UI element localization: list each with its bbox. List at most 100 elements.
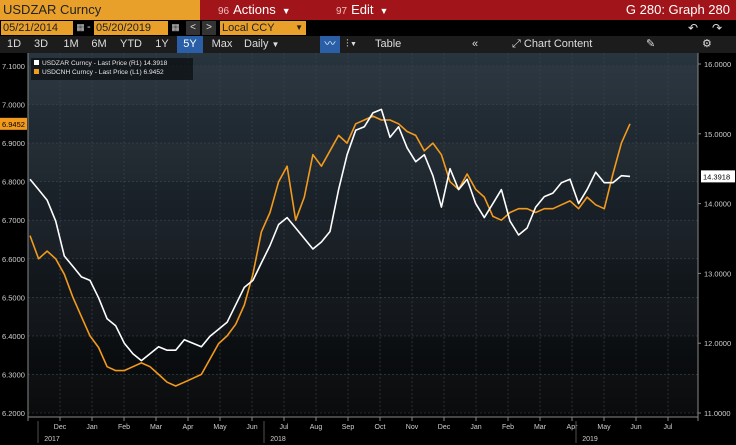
plot-area [28,53,698,417]
currency-select[interactable]: Local CCY ▼ [220,21,306,35]
chart-content-label: Chart Content [523,38,593,50]
x-month-label: Nov [406,424,419,431]
currency-value: Local CCY [222,22,275,34]
series-usdcnh-line [29,115,631,387]
x-year-label: 2017 [44,436,60,443]
next-arrow-icon[interactable]: > [202,21,216,35]
right-axis: 16.0000 15.0000 14.0000 13.0000 12.0000 11.00… [698,60,731,418]
x-month-label: Feb [502,424,514,431]
tab-1d[interactable]: 1D [6,38,22,50]
collapse-icon[interactable]: « [472,38,479,50]
grid-band [28,297,698,336]
date-separator: - [87,21,91,33]
grid-band [28,220,698,259]
left-tick-label: 6.2000 [2,409,25,418]
line-chart-icon[interactable]: 〰 [320,36,340,53]
undo-icon[interactable]: ↶ [688,21,699,35]
tab-1m[interactable]: 1M [63,38,79,50]
tab-1y[interactable]: 1Y [155,38,169,50]
series-lines [29,108,631,387]
left-tick-label: 6.3000 [2,370,25,379]
chevron-down-icon[interactable]: ▼ [350,41,357,48]
x-month-label: Mar [150,424,163,431]
tab-5y[interactable]: 5Y [177,36,203,53]
left-tick-label: 6.4000 [2,332,25,341]
actions-menu[interactable]: 96 Actions ▼ [218,0,291,20]
x-year-label: 2018 [270,436,286,443]
redo-icon[interactable]: ↷ [712,21,723,35]
x-month-label: Jun [246,424,257,431]
right-tick-label: 13.0000 [704,269,731,278]
chart-content-button[interactable]: ⤢ Chart Content [512,36,592,53]
x-month-label: Oct [375,424,386,431]
series-usdzar-line [29,108,631,362]
right-tick-label: 14.0000 [704,200,731,209]
left-tick-label: 6.7000 [2,216,25,225]
date-row: 05/21/2014 ▦ - 05/20/2019 ▦ < > Local CC… [0,20,736,36]
bar-chart-icon[interactable]: ⫶ [346,38,349,50]
last-value-tags: 6.9452 14.3918 [0,117,735,183]
x-month-label: Feb [118,424,130,431]
x-month-label: Apr [183,424,195,431]
start-date-input[interactable]: 05/21/2014 [1,21,73,35]
tab-6m[interactable]: 6M [91,38,107,50]
chevron-down-icon: ▼ [295,23,303,32]
left-tick-label: 7.0000 [2,101,25,110]
last-value-right-tag [701,170,735,183]
left-axis: 7.1000 7.0000 6.9000 6.8000 6.7000 6.6000 6.50… [2,62,25,418]
chart-content-icon: ⤢ [512,38,521,50]
calendar-icon[interactable]: ▦ [76,22,85,32]
x-month-label: Mar [534,424,547,431]
table-button[interactable]: Table [375,38,402,50]
last-value-right: 14.3918 [703,172,730,181]
right-tick-label: 16.0000 [704,60,731,69]
grid-band [28,143,698,182]
top-bar: USDZAR Curncy 96 Actions ▼ 97 Edit ▼ G 280: … [0,0,736,20]
actions-menu-number: 96 [218,6,230,17]
left-tick-label: 6.6000 [2,255,25,264]
right-tick-label: 11.0000 [704,409,731,418]
right-tick-label: 15.0000 [704,130,731,139]
last-value-left: 6.9452 [2,120,25,129]
x-month-label: May [597,424,611,431]
left-tick-label: 6.9000 [2,139,25,148]
left-tick-label: 7.1000 [2,62,25,71]
tab-max[interactable]: Max [211,38,233,50]
x-month-label: Jul [280,424,289,431]
chevron-down-icon: ▼ [379,6,389,16]
x-month-label: Dec [54,424,67,431]
x-month-label: Apr [567,424,579,431]
edit-menu[interactable]: 97 Edit ▼ [336,0,388,20]
last-value-left-tag [0,117,27,130]
end-date-input[interactable]: 05/20/2019 [94,21,168,35]
actions-menu-label: Actions [233,2,276,17]
frequency-select[interactable]: Daily ▼ [244,36,279,53]
prev-arrow-icon[interactable]: < [186,21,200,35]
edit-menu-label: Edit [351,2,374,17]
price-chart[interactable]: 7.1000 7.0000 6.9000 6.8000 6.7000 6.6000 6.50… [0,53,736,445]
legend-entry: USDCNH Curncy - Last Price (L1) 6.9452 [42,69,164,76]
frequency-value: Daily [244,38,269,50]
left-tick-label: 6.5000 [2,293,25,302]
x-month-label: Jul [664,424,673,431]
grid-lines [27,53,699,421]
graph-title: G 280: Graph 280 [625,2,730,17]
tab-ytd[interactable]: YTD [120,38,142,50]
x-month-label: May [213,424,227,431]
grid-band [28,374,698,413]
x-month-label: Jan [470,424,481,431]
chevron-down-icon: ▼ [271,40,280,49]
ticker-field[interactable]: USDZAR Curncy [0,0,200,20]
toolbar: 1D 3D 1M 6M YTD 1Y 5Y Max Daily ▼ 〰 ⫶ ▼ … [0,36,736,53]
legend-swatch [34,60,39,65]
right-tick-label: 12.0000 [704,339,731,348]
x-year-label: 2019 [582,436,598,443]
annotate-icon[interactable]: ✎ [646,38,656,50]
legend: USDZAR Curncy - Last Price (R1) 14.3918 U… [31,58,193,80]
chevron-down-icon: ▼ [281,6,291,16]
x-month-label: Jan [86,424,97,431]
tab-3d[interactable]: 3D [33,38,49,50]
calendar-icon[interactable]: ▦ [171,22,180,32]
legend-entry: USDZAR Curncy - Last Price (R1) 14.3918 [42,60,168,67]
gear-icon[interactable]: ⚙ [702,38,712,50]
